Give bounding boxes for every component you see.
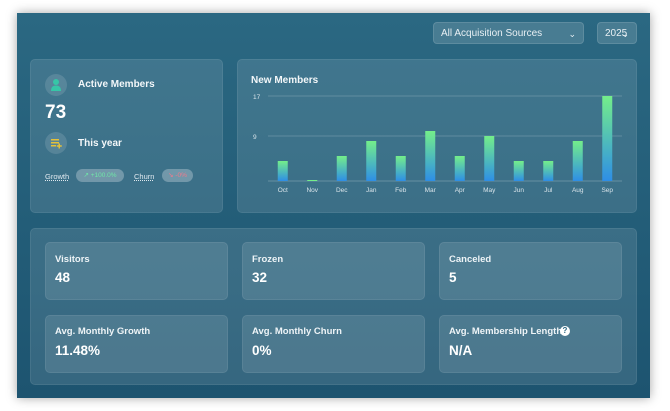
x-tick-label-oct: Oct <box>278 187 288 194</box>
bar-jun[interactable] <box>513 161 524 181</box>
chevron-down-icon: ⌄ <box>621 29 629 39</box>
x-tick-label-sep: Sep <box>601 187 613 194</box>
user-icon <box>51 79 61 91</box>
x-tick-label-jul: Jul <box>544 187 553 194</box>
bar-nov[interactable] <box>307 180 318 181</box>
churn-link[interactable]: Churn <box>134 172 155 181</box>
chart-title: New Members <box>251 75 319 86</box>
new-members-chart: 9 17 Oct Nov Dec Jan Feb Mar Apr May Jun Jul Aug Sep <box>253 94 622 194</box>
acquisition-source-value: All Acquisition Sources <box>441 28 543 39</box>
avg-membership-length-title: Avg. Membership Length <box>449 326 563 337</box>
avg-monthly-churn-tile: Avg. Monthly Churn 0% <box>242 315 425 373</box>
list-add-icon <box>51 139 62 149</box>
avg-monthly-churn-title: Avg. Monthly Churn <box>252 326 342 337</box>
period-label: This year <box>78 138 122 149</box>
avg-membership-length-value: N/A <box>449 343 473 358</box>
active-members-title: Active Members <box>78 79 155 90</box>
visitors-tile: Visitors 48 <box>45 242 228 300</box>
x-tick-label-may: May <box>483 187 496 194</box>
visitors-title: Visitors <box>55 254 90 265</box>
avg-membership-length-tile: Avg. Membership Length ? N/A <box>439 315 622 373</box>
year-dropdown[interactable]: 2025 ⌄ <box>597 22 637 44</box>
active-members-card: Active Members 73 This year Growth ↗ +10… <box>30 59 223 213</box>
members-icon-circle <box>45 74 67 96</box>
new-members-card: New Members 9 17 Oct Nov Dec Jan Feb Mar Apr May J… <box>237 59 637 213</box>
bar-sep[interactable] <box>602 96 613 181</box>
bar-jan[interactable] <box>366 141 377 181</box>
x-tick-label-feb: Feb <box>395 187 407 194</box>
year-value: 2025 <box>605 28 628 39</box>
x-tick-label-jan: Jan <box>366 187 377 194</box>
x-tick-label-mar: Mar <box>425 187 437 194</box>
acquisition-source-dropdown[interactable]: All Acquisition Sources ⌄ <box>433 22 584 44</box>
visitors-value: 48 <box>55 270 71 285</box>
x-tick-label-dec: Dec <box>336 187 348 194</box>
stats-card: Visitors 48 Frozen 32 Canceled 5 Avg. Mo… <box>30 228 637 385</box>
bar-dec[interactable] <box>336 156 347 181</box>
canceled-title: Canceled <box>449 254 492 265</box>
growth-link[interactable]: Growth <box>45 172 70 181</box>
bar-mar[interactable] <box>425 131 436 181</box>
dashboard-panel: All Acquisition Sources ⌄ 2025 ⌄ Active … <box>17 13 650 398</box>
frozen-tile: Frozen 32 <box>242 242 425 300</box>
avg-monthly-growth-title: Avg. Monthly Growth <box>55 326 151 337</box>
frozen-title: Frozen <box>252 254 284 265</box>
bar-feb[interactable] <box>395 156 406 181</box>
period-icon-circle <box>45 132 67 154</box>
bar-may[interactable] <box>484 136 495 181</box>
bar-jul[interactable] <box>543 161 554 181</box>
y-tick-label: 17 <box>253 94 261 101</box>
help-icon[interactable]: ? <box>560 326 570 336</box>
avg-monthly-growth-value: 11.48% <box>55 343 101 358</box>
x-tick-label-apr: Apr <box>455 187 466 194</box>
chevron-down-icon: ⌄ <box>568 29 576 39</box>
churn-badge: ↘ -0% <box>162 169 193 182</box>
y-tick-label: 9 <box>253 134 257 141</box>
x-tick-label-aug: Aug <box>572 187 584 194</box>
avg-monthly-growth-tile: Avg. Monthly Growth 11.48% <box>45 315 228 373</box>
x-tick-label-jun: Jun <box>514 187 525 194</box>
bar-apr[interactable] <box>454 156 465 181</box>
growth-badge: ↗ +100.0% <box>76 169 124 182</box>
bar-oct[interactable] <box>277 161 288 181</box>
frozen-value: 32 <box>252 270 268 285</box>
canceled-value: 5 <box>449 270 457 285</box>
active-members-count: 73 <box>45 102 67 123</box>
canceled-tile: Canceled 5 <box>439 242 622 300</box>
x-tick-label-nov: Nov <box>306 187 318 194</box>
avg-monthly-churn-value: 0% <box>252 343 272 358</box>
bar-aug[interactable] <box>572 141 583 181</box>
